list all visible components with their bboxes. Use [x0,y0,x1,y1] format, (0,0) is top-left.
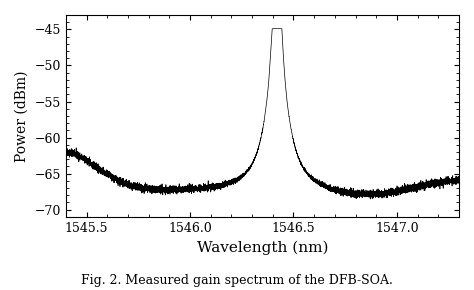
Y-axis label: Power (dBm): Power (dBm) [15,70,29,162]
Text: Fig. 2. Measured gain spectrum of the DFB-SOA.: Fig. 2. Measured gain spectrum of the DF… [81,274,393,287]
X-axis label: Wavelength (nm): Wavelength (nm) [197,240,328,255]
